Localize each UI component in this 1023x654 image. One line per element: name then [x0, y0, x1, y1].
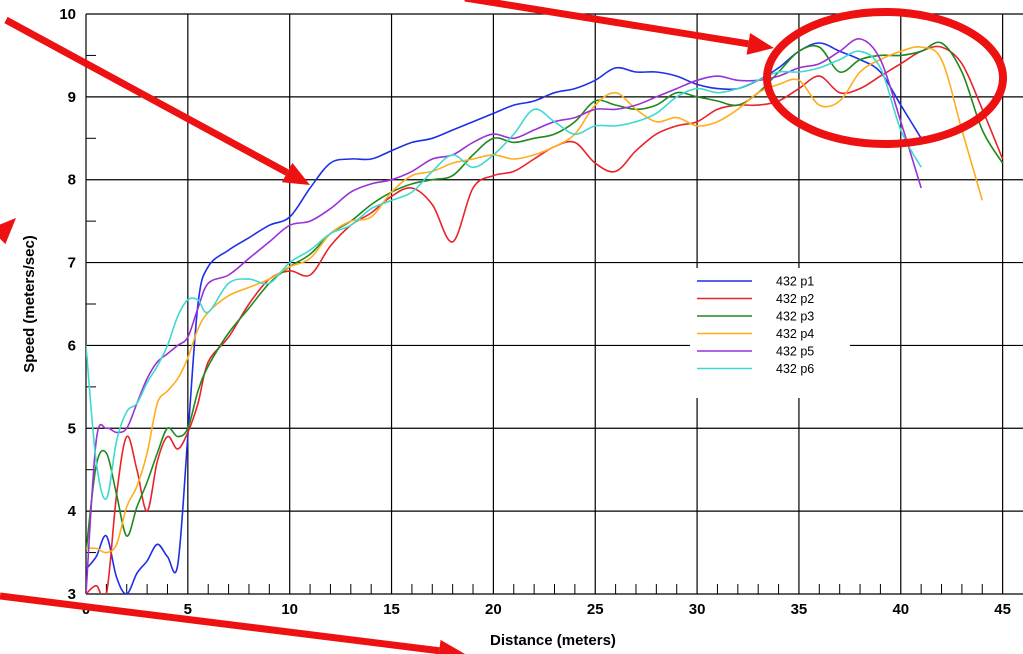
y-tick-label: 3 [68, 586, 76, 603]
x-tick-label: 35 [791, 601, 808, 618]
y-tick-label: 9 [68, 89, 76, 106]
arrow-to-p1-curve-shaft [4, 16, 289, 176]
tick-labels: 051015202530354045345678910 [59, 6, 1011, 618]
arrow-to-peak-zone-shaft [464, 0, 749, 48]
y-tick-label: 10 [59, 6, 76, 23]
minor-ticks [86, 54, 983, 594]
series-layer [86, 38, 1004, 594]
series-line-p2 [86, 45, 1004, 594]
legend-label-p2: 432 p2 [776, 292, 814, 306]
y-tick-label: 8 [68, 172, 76, 189]
arrow-at-y-axis-head [0, 218, 16, 245]
x-tick-label: 20 [485, 601, 502, 618]
highlight-ellipse [763, 8, 1007, 148]
arrow-to-x-axis-head [438, 639, 465, 654]
y-tick-label: 7 [68, 255, 76, 272]
series-line-p4 [86, 46, 984, 554]
series-line-p6 [86, 50, 922, 500]
arrow-to-x-axis-shaft [0, 592, 440, 654]
arrow-to-p1-curve-head [281, 162, 310, 185]
y-tick-label: 4 [68, 503, 77, 520]
legend-label-p4: 432 p4 [776, 327, 814, 341]
x-tick-label: 30 [689, 601, 706, 618]
legend-label-p6: 432 p6 [776, 362, 814, 376]
x-tick-label: 45 [994, 601, 1011, 618]
legend-label-p1: 432 p1 [776, 275, 814, 289]
x-axis-title: Distance (meters) [490, 632, 616, 649]
grid [85, 13, 1023, 595]
x-tick-label: 10 [281, 601, 298, 618]
y-tick-label: 5 [68, 420, 76, 437]
x-tick-label: 25 [587, 601, 604, 618]
legend-label-p3: 432 p3 [776, 310, 814, 324]
legend-label-p5: 432 p5 [776, 345, 814, 359]
y-tick-label: 6 [68, 337, 76, 354]
x-tick-label: 5 [184, 601, 192, 618]
legend: 432 p1 432 p2 432 p3 432 p4 432 p5 432 p6 [690, 268, 850, 398]
arrow-to-peak-zone-head [746, 32, 774, 55]
x-tick-label: 15 [383, 601, 400, 618]
series-line-p3 [86, 41, 1004, 553]
y-axis-title: Speed (meters/sec) [21, 235, 38, 373]
x-tick-label: 40 [892, 601, 909, 618]
